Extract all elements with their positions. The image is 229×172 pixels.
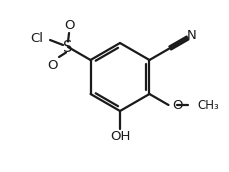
Text: N: N	[186, 29, 196, 42]
Text: CH₃: CH₃	[197, 99, 218, 111]
Text: O: O	[46, 58, 57, 72]
Text: S: S	[63, 40, 72, 55]
Text: O: O	[171, 99, 182, 111]
Text: O: O	[63, 19, 74, 31]
Text: Cl: Cl	[30, 31, 43, 45]
Text: OH: OH	[109, 131, 130, 143]
